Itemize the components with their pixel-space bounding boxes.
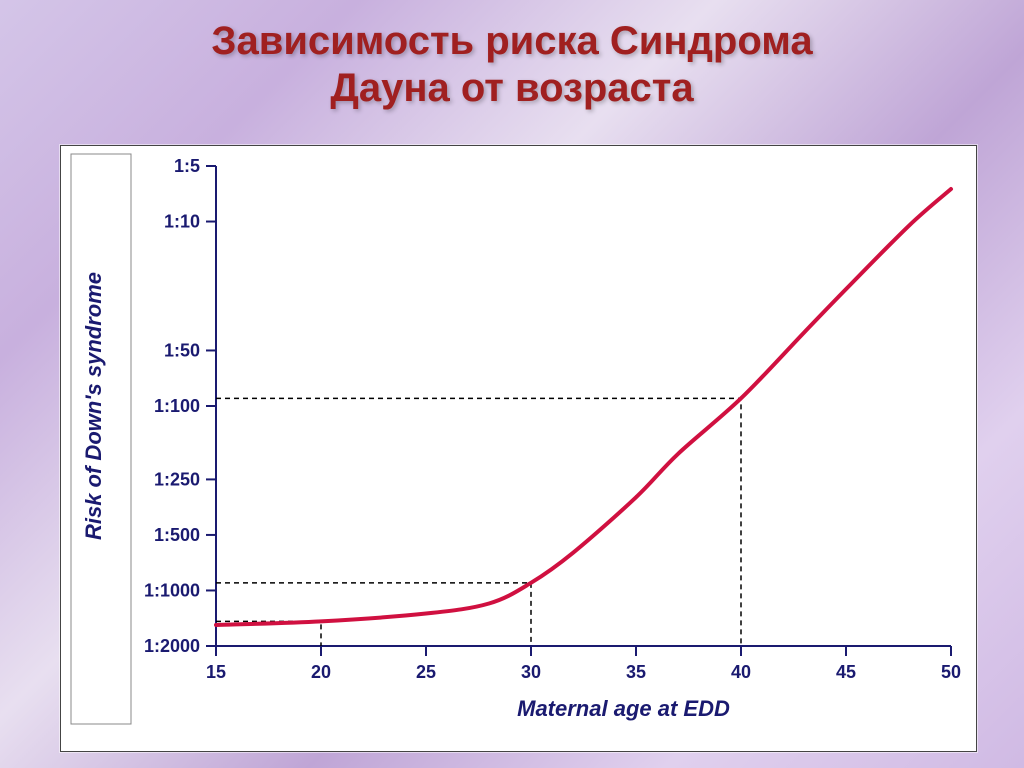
x-tick-label: 50 (941, 662, 961, 682)
y-tick-label: 1:10 (164, 212, 200, 232)
y-tick-label: 1:100 (154, 396, 200, 416)
y-tick-label: 1:5 (174, 156, 200, 176)
y-tick-label: 1:500 (154, 525, 200, 545)
x-tick-label: 35 (626, 662, 646, 682)
risk-curve (216, 189, 951, 625)
x-axis-title: Maternal age at EDD (517, 696, 730, 721)
y-tick-label: 1:2000 (144, 636, 200, 656)
x-tick-label: 20 (311, 662, 331, 682)
y-tick-label: 1:250 (154, 469, 200, 489)
x-tick-label: 25 (416, 662, 436, 682)
x-tick-label: 30 (521, 662, 541, 682)
y-tick-label: 1:50 (164, 340, 200, 360)
slide-title-line2: Дауна от возраста (40, 65, 984, 112)
slide-title: Зависимость риска Синдрома Дауна от возр… (0, 0, 1024, 122)
y-axis-title: Risk of Down's syndrome (81, 272, 106, 540)
reference-line (216, 398, 741, 646)
slide-title-line1: Зависимость риска Синдрома (40, 18, 984, 65)
chart-svg: 15 20 25 30 35 40 45 50 1:5 1:10 1:50 1:100 1:250 1:5… (61, 146, 976, 751)
reference-line (216, 583, 531, 646)
axes (216, 166, 951, 646)
x-tick-label: 45 (836, 662, 856, 682)
x-tick-label: 15 (206, 662, 226, 682)
y-tick-label: 1:1000 (144, 580, 200, 600)
x-tick-label: 40 (731, 662, 751, 682)
chart-frame: 15 20 25 30 35 40 45 50 1:5 1:10 1:50 1:100 1:250 1:5… (60, 145, 977, 752)
